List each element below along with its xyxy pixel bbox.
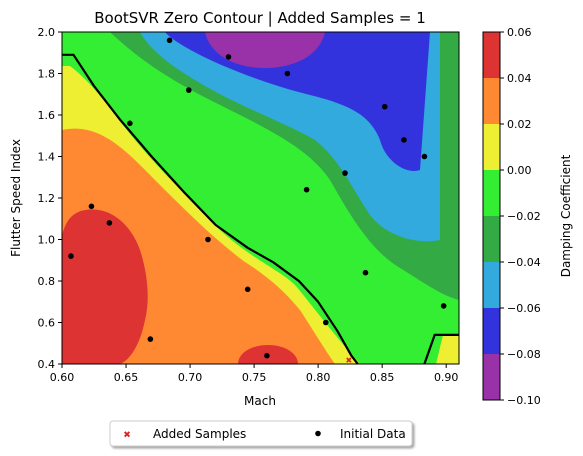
colorbar: −0.10 −0.08 −0.06 −0.04 −0.02 0.00 0.02 0.04 0.0…	[482, 26, 573, 407]
y-tick-label: 1.6	[38, 109, 56, 122]
zero-contour-lines	[62, 53, 459, 364]
colorbar-band	[483, 124, 500, 170]
colorbar-tick-label: 0.04	[507, 72, 532, 85]
y-tick-label: 0.4	[38, 358, 56, 371]
initial-data-point	[381, 103, 388, 110]
y-tick-label: 2.0	[38, 26, 56, 39]
chart-title: BootSVR Zero Contour | Added Samples = 1	[94, 9, 426, 27]
colorbar-tick-label: −0.10	[507, 394, 541, 407]
x-axis-ticks: 0.60 0.65 0.70 0.75 0.80 0.85 0.90	[50, 364, 459, 384]
colorbar-tick-label: −0.04	[507, 256, 541, 269]
initial-data-point	[440, 303, 447, 309]
legend-label-initial-data: Initial Data	[340, 427, 406, 441]
initial-data-point	[127, 120, 133, 127]
initial-data-point	[185, 87, 192, 93]
y-tick-label: 1.4	[38, 151, 56, 164]
y-axis-ticks: 0.4 0.6 0.8 1.0 1.2 1.4 1.6 1.8 2.0	[38, 26, 62, 371]
y-tick-label: 0.6	[38, 317, 56, 330]
colorbar-band	[483, 216, 500, 262]
legend-box	[109, 420, 413, 447]
initial-data-point	[88, 203, 95, 210]
band-fill-red-left	[62, 209, 148, 364]
colorbar-label: Damping Coefficient	[559, 154, 573, 277]
colorbar-tick-label: 0.00	[507, 164, 532, 177]
initial-data-point	[166, 37, 173, 44]
x-tick-label: 0.80	[306, 371, 331, 384]
x-tick-label: 0.85	[370, 371, 395, 384]
x-axis-label: Mach	[244, 394, 276, 408]
initial-data-point	[342, 170, 348, 176]
colorbar-tick-label: −0.08	[507, 348, 541, 361]
initial-data-point	[284, 70, 291, 77]
colorbar-band	[483, 308, 500, 354]
scatter-points: ✖	[68, 37, 447, 365]
legend-marker-dot-icon	[315, 430, 321, 437]
x-tick-label: 0.75	[242, 371, 267, 384]
initial-data-point	[106, 220, 113, 226]
initial-data-point	[225, 54, 232, 60]
legend: ✖ Added Samples Initial Data	[109, 420, 413, 447]
y-tick-label: 1.8	[38, 68, 56, 81]
zero-contour-segment	[423, 333, 459, 364]
legend-marker-x-icon: ✖	[123, 431, 131, 441]
colorbar-band	[483, 354, 500, 400]
x-tick-label: 0.60	[50, 371, 75, 384]
legend-entry-added-samples: ✖ Added Samples	[123, 427, 246, 441]
initial-data-point	[205, 236, 211, 243]
x-tick-label: 0.65	[114, 371, 139, 384]
initial-data-point	[421, 153, 428, 160]
initial-data-point	[244, 286, 251, 293]
y-axis-label: Flutter Speed Index	[9, 139, 23, 257]
legend-label-added-samples: Added Samples	[153, 427, 246, 441]
initial-data-point	[68, 253, 74, 259]
colorbar-band	[483, 32, 500, 78]
x-tick-label: 0.90	[434, 371, 459, 384]
x-tick-label: 0.70	[178, 371, 203, 384]
colorbar-band	[483, 78, 500, 124]
colorbar-band	[483, 262, 500, 308]
initial-data-point	[147, 336, 154, 342]
colorbar-tick-label: −0.06	[507, 302, 541, 315]
initial-data-point	[323, 319, 329, 326]
added-sample-marker: ✖	[346, 356, 353, 365]
band-fill-yellow-corner	[436, 335, 459, 364]
y-tick-label: 1.0	[38, 234, 56, 247]
initial-data-point	[401, 137, 407, 143]
initial-data-point	[264, 352, 270, 359]
colorbar-ticks: −0.10 −0.08 −0.06 −0.04 −0.02 0.00 0.02 0.04 0.0…	[500, 26, 541, 407]
legend-entry-initial-data: Initial Data	[315, 427, 406, 441]
initial-data-point	[362, 269, 369, 276]
band-fill-blue	[165, 32, 430, 171]
colorbar-bands	[483, 32, 500, 400]
contour-fill	[62, 32, 459, 364]
initial-data-point	[303, 186, 310, 193]
colorbar-tick-label: −0.02	[507, 210, 541, 223]
band-fill-purple	[205, 32, 325, 68]
colorbar-tick-label: 0.02	[507, 118, 532, 131]
colorbar-band	[483, 170, 500, 216]
colorbar-tick-label: 0.06	[507, 26, 532, 39]
y-tick-label: 1.2	[38, 192, 56, 205]
zero-contour-segment	[62, 53, 359, 364]
y-tick-label: 0.8	[38, 275, 56, 288]
